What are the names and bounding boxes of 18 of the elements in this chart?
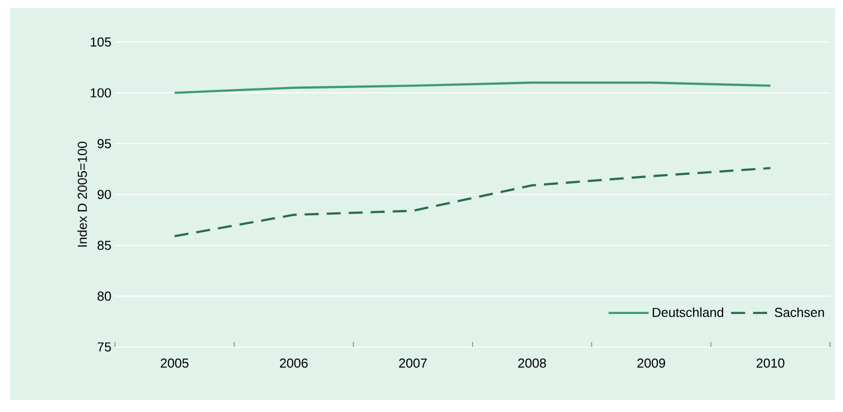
y-tick-label: 85 — [98, 240, 111, 250]
y-tick-label: 105 — [90, 37, 111, 47]
x-tick-label: 2006 — [280, 358, 308, 368]
line-series — [173, 166, 772, 238]
legend-label: Sachsen — [774, 307, 824, 318]
x-tick-label: 2009 — [637, 358, 666, 368]
y-axis-title: Index D 2005=100 — [77, 142, 87, 247]
y-tick-label: 100 — [90, 88, 111, 98]
x-tick-label: 2010 — [756, 358, 784, 368]
x-tick-label: 2005 — [160, 358, 188, 368]
x-tick-label: 2008 — [518, 358, 546, 368]
y-tick-label: 80 — [98, 292, 111, 301]
y-tick-label: 90 — [98, 190, 111, 200]
x-tick-label: 2007 — [399, 358, 427, 368]
y-tick-label: 75 — [98, 342, 111, 352]
line-series — [173, 82, 772, 94]
legend-label: Deutschland — [652, 307, 724, 318]
y-tick-label: 95 — [98, 139, 111, 148]
